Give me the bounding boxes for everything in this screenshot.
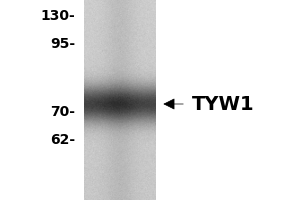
Text: 62-: 62-: [50, 133, 75, 147]
Text: 130-: 130-: [40, 9, 75, 23]
Text: 95-: 95-: [50, 37, 75, 51]
Text: 70-: 70-: [50, 105, 75, 119]
Text: TYW1: TYW1: [192, 95, 255, 114]
